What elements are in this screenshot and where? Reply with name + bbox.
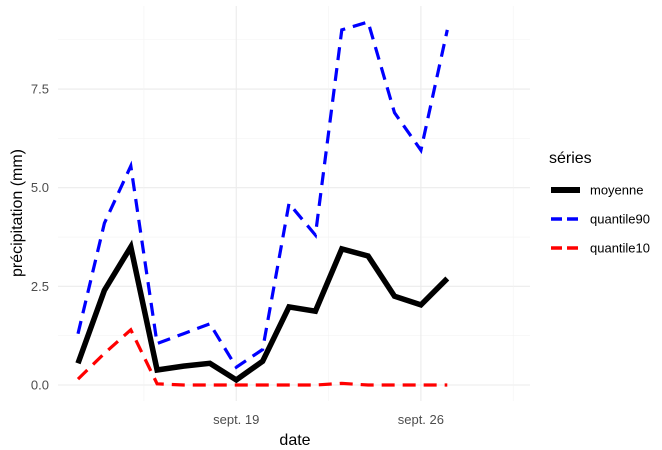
legend-label-moyenne: moyenne — [590, 183, 643, 198]
y-tick-label: 5.0 — [31, 180, 49, 195]
x-tick-label: sept. 19 — [213, 412, 259, 427]
series-line-quantile90 — [78, 22, 447, 367]
x-axis-title: date — [279, 432, 310, 449]
grid — [58, 6, 530, 401]
legend: séries moyenne quantile90 quantile10 — [549, 150, 650, 256]
y-axis-ticks: 0.0 2.5 5.0 7.5 — [31, 82, 49, 393]
x-axis-ticks: sept. 19 sept. 26 — [213, 412, 444, 427]
y-tick-label: 7.5 — [31, 82, 49, 97]
series-line-moyenne — [78, 247, 447, 380]
legend-label-quantile90: quantile90 — [590, 212, 650, 227]
y-tick-label: 2.5 — [31, 279, 49, 294]
legend-title: séries — [549, 150, 592, 167]
legend-label-quantile10: quantile10 — [590, 241, 650, 256]
x-tick-label: sept. 26 — [398, 412, 444, 427]
series-lines — [78, 22, 447, 385]
y-axis-title: précipitation (mm) — [9, 149, 26, 277]
y-tick-label: 0.0 — [31, 378, 49, 393]
